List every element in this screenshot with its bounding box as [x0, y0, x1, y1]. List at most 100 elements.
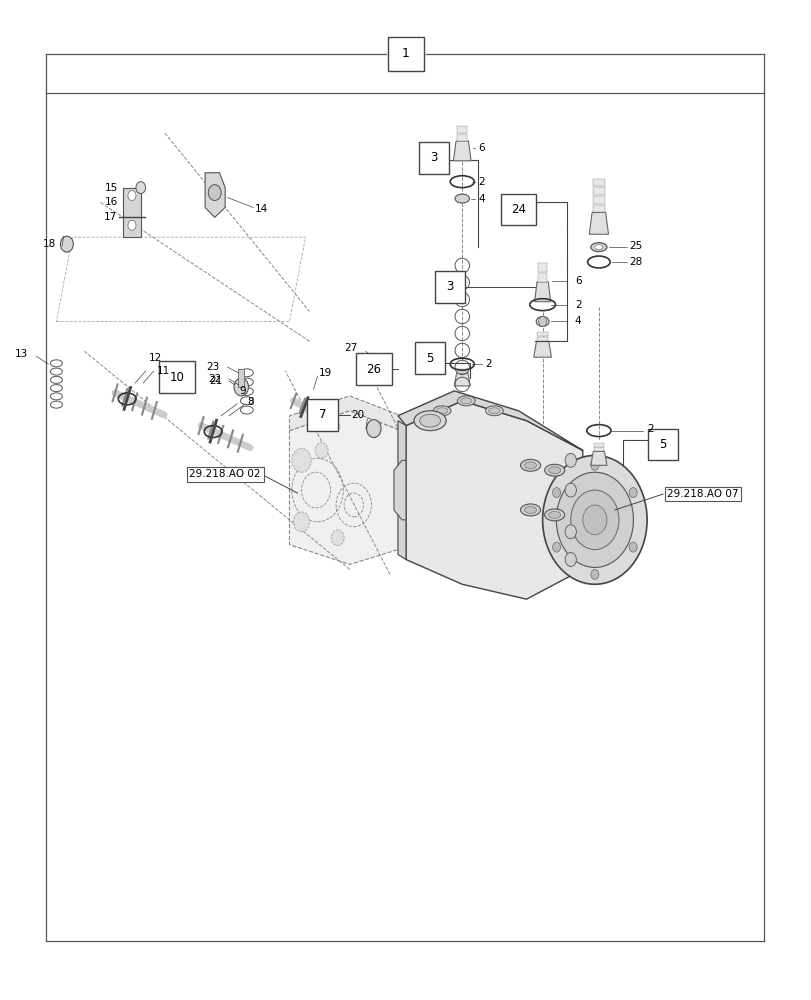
Polygon shape [453, 373, 470, 386]
Text: 29.218.AO 02: 29.218.AO 02 [189, 469, 260, 479]
Bar [435, 271, 465, 303]
Circle shape [331, 530, 344, 546]
Ellipse shape [520, 504, 540, 516]
Circle shape [128, 220, 135, 230]
Polygon shape [406, 401, 582, 599]
Circle shape [542, 455, 646, 584]
Circle shape [291, 448, 311, 472]
Circle shape [60, 236, 73, 252]
Ellipse shape [419, 414, 440, 427]
Bar [307, 399, 337, 431]
Bar [536, 332, 547, 336]
Polygon shape [534, 282, 550, 302]
Bar [592, 205, 604, 212]
Text: 16: 16 [105, 197, 118, 207]
Bar [123, 188, 140, 237]
Text: 4: 4 [478, 194, 484, 204]
Polygon shape [397, 421, 406, 560]
Text: 20: 20 [350, 410, 364, 420]
Text: 28: 28 [629, 257, 642, 267]
Bar [593, 443, 603, 447]
Bar [388, 37, 423, 71]
Circle shape [208, 185, 221, 201]
Bar [593, 447, 603, 451]
Ellipse shape [454, 194, 469, 203]
Ellipse shape [414, 411, 445, 431]
Ellipse shape [436, 408, 447, 414]
Circle shape [128, 191, 135, 201]
Text: 4: 4 [574, 316, 581, 326]
Text: 18: 18 [42, 239, 55, 249]
Text: 9: 9 [239, 386, 246, 396]
Text: 11: 11 [157, 366, 169, 376]
Polygon shape [393, 460, 406, 520]
Bar [536, 337, 547, 341]
Text: 7: 7 [318, 408, 326, 421]
Circle shape [135, 182, 145, 194]
Ellipse shape [460, 398, 471, 404]
Polygon shape [289, 411, 414, 564]
Bar [457, 134, 467, 141]
Text: 1: 1 [401, 47, 410, 60]
Bar [592, 196, 604, 204]
Text: 29.218.AO 07: 29.218.AO 07 [667, 489, 738, 499]
Bar [647, 429, 678, 460]
Bar [592, 187, 604, 195]
Text: 2: 2 [574, 300, 581, 310]
Text: 2: 2 [646, 424, 653, 434]
Ellipse shape [457, 396, 474, 406]
Circle shape [538, 317, 546, 326]
Text: 13: 13 [15, 349, 28, 359]
Text: 21: 21 [209, 376, 222, 386]
Ellipse shape [544, 509, 564, 521]
Bar [537, 273, 547, 282]
Polygon shape [589, 212, 607, 234]
Text: 19: 19 [319, 368, 332, 378]
Text: 15: 15 [105, 183, 118, 193]
Circle shape [629, 542, 637, 552]
Bar [457, 371, 467, 373]
Ellipse shape [594, 245, 602, 250]
Text: 27: 27 [344, 343, 358, 353]
Polygon shape [289, 396, 414, 436]
Circle shape [374, 356, 388, 374]
Circle shape [293, 512, 309, 532]
Text: 10: 10 [169, 371, 184, 384]
Circle shape [629, 488, 637, 498]
Bar [592, 179, 604, 186]
Ellipse shape [544, 464, 564, 476]
Text: 17: 17 [103, 212, 117, 222]
Text: 8: 8 [247, 397, 254, 407]
Circle shape [590, 569, 599, 579]
Ellipse shape [520, 459, 540, 471]
Circle shape [564, 483, 576, 497]
Bar [414, 342, 444, 374]
Circle shape [564, 453, 576, 467]
Polygon shape [590, 451, 606, 465]
Bar [500, 194, 535, 225]
Ellipse shape [590, 243, 606, 252]
Bar [537, 263, 547, 272]
Ellipse shape [524, 462, 536, 469]
Text: 14: 14 [255, 204, 268, 214]
Ellipse shape [488, 408, 500, 414]
Text: 24: 24 [510, 203, 526, 216]
Circle shape [315, 442, 328, 458]
Circle shape [234, 378, 248, 396]
Circle shape [564, 553, 576, 566]
Ellipse shape [485, 406, 503, 416]
Polygon shape [205, 173, 225, 217]
Polygon shape [533, 341, 551, 357]
Text: 6: 6 [478, 143, 484, 153]
Ellipse shape [433, 406, 450, 416]
Circle shape [551, 488, 560, 498]
Ellipse shape [548, 511, 560, 518]
Text: 2: 2 [478, 177, 484, 187]
Bar [418, 142, 448, 174]
Circle shape [570, 490, 618, 550]
Circle shape [564, 525, 576, 539]
Text: 22: 22 [208, 374, 221, 384]
Polygon shape [453, 141, 470, 161]
Bar [238, 369, 244, 387]
Text: 3: 3 [430, 151, 437, 164]
